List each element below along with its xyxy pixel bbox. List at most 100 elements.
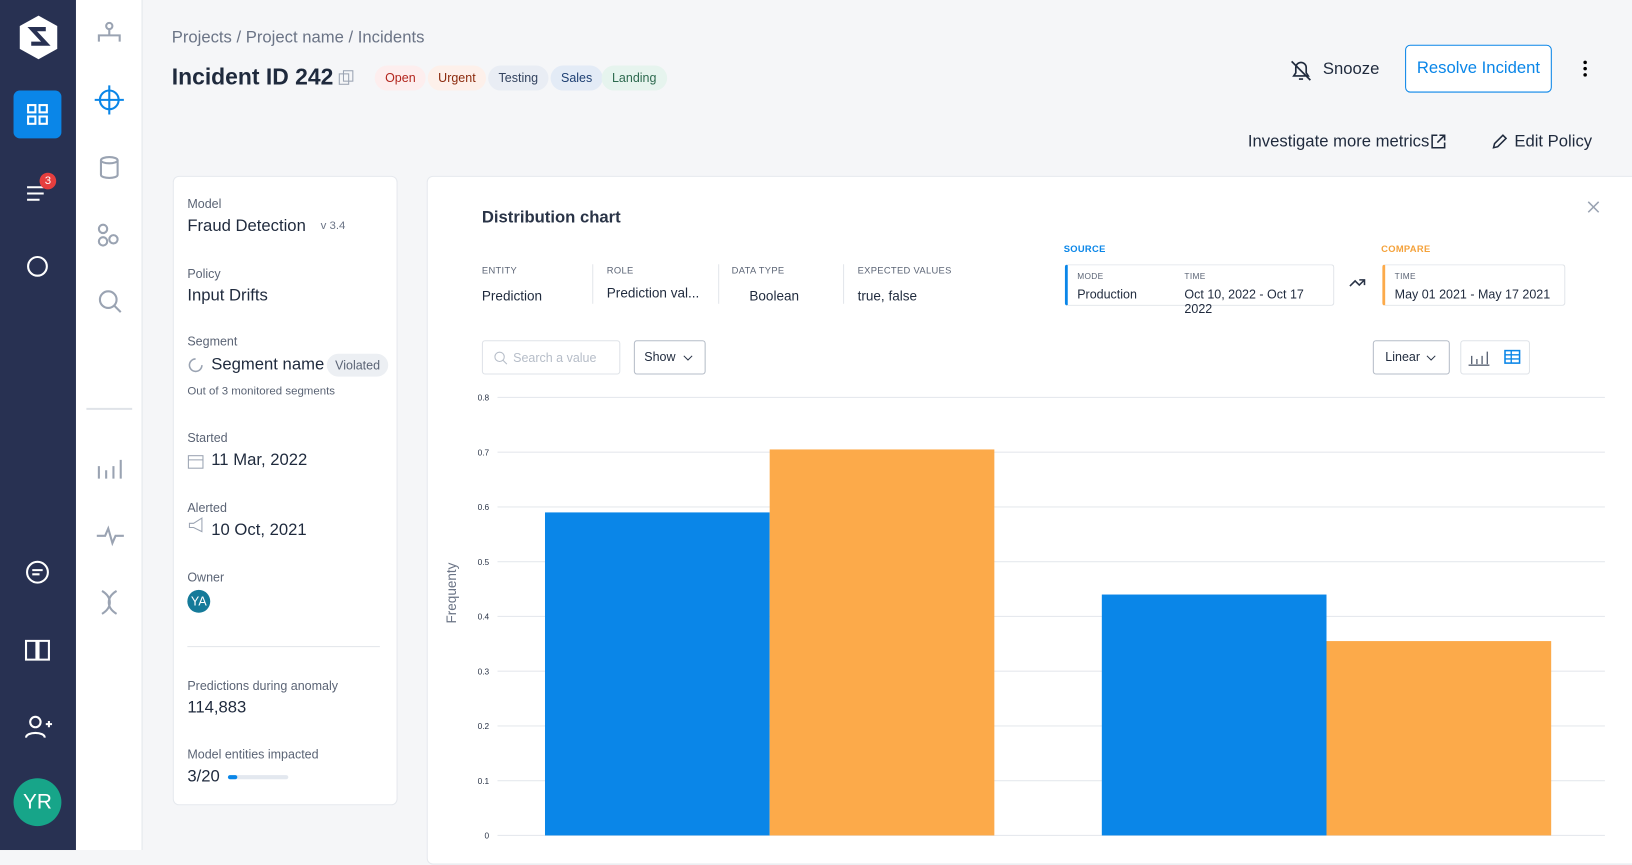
nav-incidents[interactable] [23,177,54,208]
swap-icon[interactable] [1348,277,1367,292]
breadcrumb: Projects / Project name / Incidents [171,29,425,47]
y-tick-label: 0.2 [478,721,490,731]
date-icons [187,455,204,533]
spinner-icon [188,358,203,373]
scale-dropdown[interactable]: Linear [1372,340,1450,375]
bar [1326,641,1552,836]
field-label: Alerted [187,500,227,515]
snooze-button[interactable]: Snooze [1322,60,1380,79]
field-label: Owner [187,570,225,585]
entities-impacted: 3/20 [187,767,220,786]
meta-label: DATA TYPE [731,265,785,276]
search-input[interactable]: Search a value [481,340,621,375]
alerted-date: 10 Oct, 2021 [211,521,307,539]
view-toggle[interactable] [1460,340,1530,375]
meta-label: ENTITY [481,265,518,276]
compare-label: COMPARE [1381,243,1431,254]
show-dropdown[interactable]: Show [633,340,706,375]
divider [592,264,594,304]
field-label: Model entities impacted [187,747,319,762]
tag: Sales [550,65,603,91]
bar [544,512,770,836]
meta-value: Boolean [749,288,800,304]
close-button[interactable] [1586,200,1601,215]
bar [1101,594,1327,836]
more-menu[interactable] [1578,58,1593,79]
tag: Urgent [427,65,487,91]
source-box[interactable]: MODE Production TIME Oct 10, 2022 - Oct … [1064,264,1335,316]
investigate-link[interactable]: Investigate more metrics [1247,133,1430,151]
y-tick-label: 0.5 [478,557,490,567]
tag: Testing [488,65,549,91]
time-label: TIME [1184,271,1206,281]
logo [19,15,58,60]
nav-chat[interactable] [23,558,54,589]
divider [843,264,845,304]
y-tick-label: 0.8 [478,393,490,403]
card-title: Distribution chart [481,209,621,227]
details-panel: Model Fraud Detection v 3.4 Policy Input… [172,175,398,806]
tag: Open [374,65,427,91]
incident-title: Incident ID 242 [171,63,334,90]
nav-invite[interactable] [23,712,54,743]
edit-icon [1492,134,1508,149]
time-label: TIME [1394,271,1416,281]
policy-name: Input Drifts [187,287,268,305]
time-value: Oct 10, 2022 - Oct 17 2022 [1184,287,1304,317]
main-nav: 3 YR [0,0,76,851]
snooze-icon [1291,60,1311,81]
meta-value: Prediction [481,288,543,304]
field-label: Segment [187,333,238,349]
segment-name: Segment name [211,355,325,374]
started-date: 11 Mar, 2022 [211,451,308,470]
field-label: Model [187,196,222,212]
time-value: May 01 2021 - May 17 2021 [1394,287,1551,302]
sub-nav [75,0,143,851]
meta-value: true, false [857,288,918,304]
model-name: Fraud Detection [187,217,306,236]
search-placeholder: Search a value [513,350,597,366]
edit-policy-link[interactable]: Edit Policy [1514,133,1593,151]
meta-value: Prediction val... [606,285,700,301]
nav-integrations[interactable] [23,252,54,283]
dropdown-text: Show [644,349,676,365]
y-tick-label: 0.7 [478,447,490,457]
mode-label: MODE [1077,271,1104,281]
dropdown-text: Linear [1385,349,1421,365]
meta-label: ROLE [606,265,634,276]
y-tick-label: 0.4 [478,612,490,622]
y-tick-label: 0.1 [478,776,490,786]
model-version: v 3.4 [320,219,346,233]
meta-label: EXPECTED VALUES [857,265,952,276]
mode-value: Production [1077,287,1137,302]
y-tick-label: 0 [485,831,490,841]
y-axis-label: Frequenty [444,562,459,623]
progress-track [227,775,289,780]
copy-icon[interactable] [338,70,355,87]
nav-dashboard[interactable] [13,90,62,139]
external-icon [1431,134,1446,149]
field-label: Predictions during anomaly [187,678,338,693]
segment-status: Violated [326,353,389,377]
field-label: Started [187,430,228,446]
compare-box[interactable]: TIME May 01 2021 - May 17 2021 [1382,264,1566,306]
divider [718,264,720,304]
notification-badge: 3 [39,172,57,190]
user-avatar[interactable]: YR [13,778,62,827]
y-tick-label: 0.3 [478,666,490,676]
divider [187,646,380,648]
nav-docs[interactable] [23,635,54,666]
segment-note[interactable]: Out of 3 monitored segments [187,384,335,398]
predictions-count: 114,883 [187,699,247,717]
sub-nav-icons [86,21,133,615]
tag: Landing [601,65,667,91]
owner-avatar: YA [187,589,211,613]
y-tick-label: 0.6 [478,502,490,512]
resolve-button[interactable]: Resolve Incident [1405,44,1552,93]
bar [769,449,995,836]
field-label: Policy [187,266,221,281]
source-label: SOURCE [1063,243,1106,254]
